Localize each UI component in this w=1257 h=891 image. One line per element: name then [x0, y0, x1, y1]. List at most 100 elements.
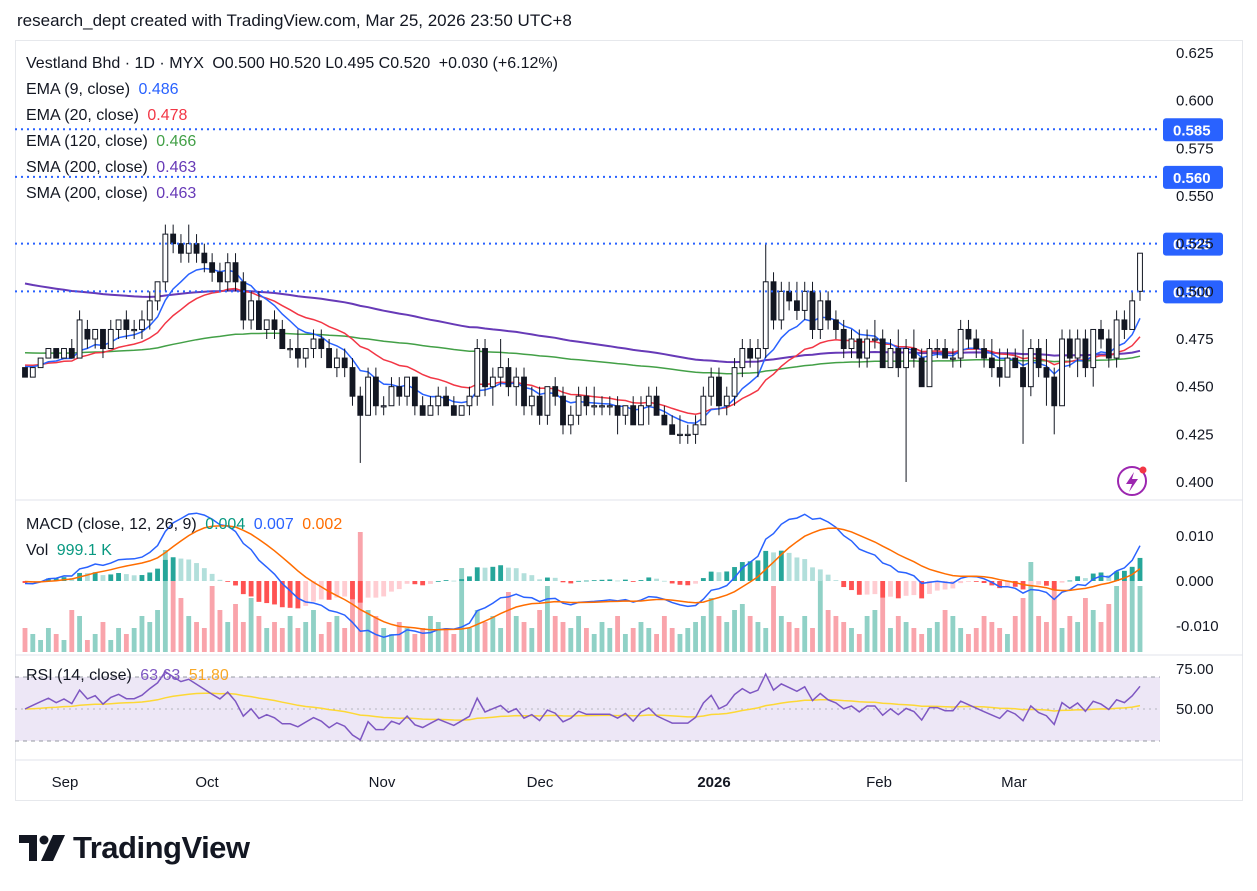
- candle: [895, 329, 902, 378]
- macd-histogram-bar: [1028, 581, 1034, 585]
- candle-up: [435, 395, 442, 407]
- candle: [521, 367, 527, 416]
- sma200-legend-2[interactable]: SMA (200, close) 0.463: [26, 185, 200, 203]
- candle: [255, 291, 262, 330]
- volume-bar: [467, 628, 472, 652]
- volume-bar: [1106, 604, 1112, 652]
- candle: [622, 405, 629, 425]
- candle-up: [107, 328, 114, 350]
- volume-bar: [186, 616, 192, 652]
- macd-histogram-bar: [997, 581, 1003, 589]
- macd-histogram-bar: [279, 581, 285, 608]
- candle: [661, 405, 668, 426]
- chart-frame: [15, 40, 1243, 801]
- macd-histogram-bar: [529, 575, 535, 581]
- candle-up: [310, 338, 317, 350]
- candle: [755, 339, 761, 378]
- macd-histogram-bar: [677, 581, 683, 585]
- candle: [357, 386, 364, 463]
- volume-bar: [1129, 568, 1135, 652]
- ema9-legend[interactable]: EMA (9, close) 0.486: [26, 81, 183, 99]
- candle-up: [778, 290, 785, 321]
- candle-down: [170, 233, 177, 245]
- sma200-legend[interactable]: SMA (200, close) 0.463: [26, 159, 200, 177]
- tradingview-logo-icon: [19, 835, 65, 861]
- candle-down: [232, 262, 239, 283]
- volume-bar: [739, 604, 745, 652]
- macd-histogram-bar: [459, 579, 465, 581]
- macd-histogram-bar: [638, 580, 644, 581]
- volume-bar: [295, 628, 301, 652]
- macd-histogram-bar: [116, 573, 121, 581]
- tradingview-logo[interactable]: TradingView: [19, 830, 250, 866]
- macd-histogram-bar: [607, 579, 613, 581]
- candle-down: [1043, 367, 1050, 378]
- level-tag: [1163, 232, 1223, 256]
- ema20-value: 0.478: [147, 107, 188, 124]
- candle-up: [645, 395, 652, 407]
- macd-histogram-bar: [123, 574, 129, 581]
- volume-bar: [950, 616, 956, 652]
- price-change: +0.030 (+6.12%): [438, 55, 558, 72]
- macd-histogram-bar: [911, 581, 917, 596]
- candle-down: [942, 348, 948, 359]
- candle-down: [825, 300, 832, 321]
- candle-up: [1027, 348, 1034, 388]
- candle: [528, 386, 535, 416]
- volume-bar: [396, 622, 402, 652]
- volume-bar: [53, 634, 59, 652]
- candle: [279, 319, 286, 350]
- candle-down: [840, 328, 847, 350]
- volume-bar: [45, 628, 51, 652]
- volume-bar: [303, 622, 309, 652]
- volume-bar: [318, 634, 324, 652]
- candle-down: [910, 348, 917, 359]
- volume-bar: [755, 622, 761, 652]
- candle: [1137, 252, 1143, 301]
- candle-down: [747, 348, 754, 359]
- candle: [411, 376, 418, 416]
- volume-bar: [880, 598, 886, 652]
- candle: [497, 339, 504, 387]
- candle-up: [61, 348, 67, 359]
- macd-legend[interactable]: MACD (close, 12, 26, 9) 0.004 0.007 0.00…: [26, 516, 346, 534]
- price-tick-label: 0.600: [1176, 93, 1214, 110]
- volume-bar: [1137, 586, 1143, 652]
- candle: [61, 348, 67, 359]
- candle-down: [653, 395, 660, 416]
- macd-histogram-bar: [669, 581, 675, 584]
- ema20-legend[interactable]: EMA (20, close) 0.478: [26, 107, 191, 125]
- volume-bar: [490, 616, 496, 652]
- macd-tick-label: 0.000: [1176, 573, 1214, 590]
- volume-bar: [311, 610, 316, 652]
- candle: [310, 329, 317, 359]
- macd-histogram-bar: [240, 581, 246, 595]
- candle-down: [22, 367, 28, 378]
- volume-legend[interactable]: Vol 999.1 K: [26, 542, 116, 560]
- macd-histogram-bar: [1083, 578, 1088, 581]
- volume-bar: [895, 616, 901, 652]
- lightning-icon[interactable]: [1117, 466, 1147, 496]
- volume-bar: [287, 616, 293, 652]
- rsi-legend[interactable]: RSI (14, close) 63.63 51.80: [26, 667, 233, 685]
- candle: [466, 386, 473, 416]
- symbol-legend[interactable]: Vestland Bhd · 1D · MYX O0.500 H0.520 L0…: [26, 55, 562, 73]
- macd-histogram-bar: [630, 581, 636, 582]
- candle-up: [817, 300, 824, 330]
- ema120-legend[interactable]: EMA (120, close) 0.466: [26, 133, 200, 151]
- volume-bar: [272, 622, 277, 652]
- macd-histogram-bar: [825, 574, 831, 581]
- candle-down: [1066, 338, 1073, 359]
- level-tag-label: 0.560: [1173, 170, 1211, 187]
- candle: [692, 415, 699, 444]
- candle-up: [131, 328, 138, 332]
- macd-histogram-bar: [264, 581, 270, 604]
- volume-bar: [435, 622, 441, 652]
- volume-bar: [443, 628, 449, 652]
- sma200-line: [24, 282, 1141, 364]
- macd-histogram-bar: [45, 578, 51, 581]
- candle: [1129, 291, 1136, 330]
- volume-bar: [38, 640, 44, 652]
- candle: [271, 310, 278, 339]
